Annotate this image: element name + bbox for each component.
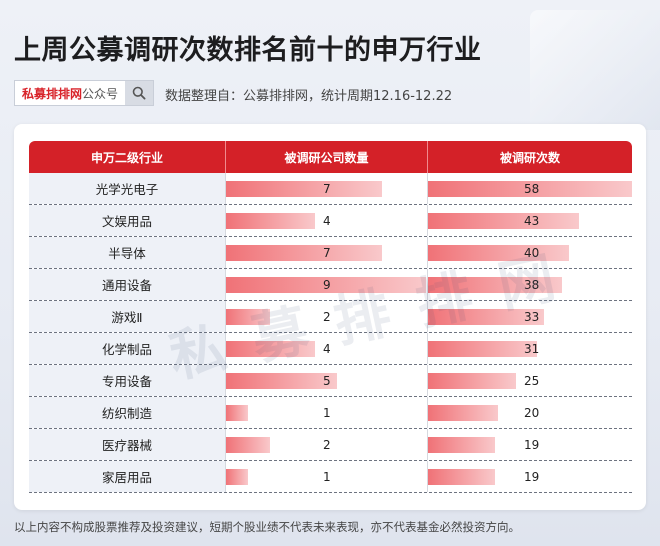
industry-name: 文娱用品 xyxy=(29,205,225,236)
source-note: 数据整理自：公募排排网，统计周期12.16-12.22 xyxy=(165,89,453,104)
visits-bar xyxy=(428,181,632,197)
table-row: 通用设备 9 38 xyxy=(29,269,632,301)
table-body: 光学光电子 7 58 文娱用品 4 43 半导体 7 40 通用设备 9 38 游戏Ⅱ 2 33 化学制品 4 3… xyxy=(29,173,632,493)
industry-name: 纺织制造 xyxy=(29,397,225,428)
visits-value: 19 xyxy=(524,438,540,452)
table-row: 纺织制造 1 20 xyxy=(29,397,632,429)
visits-bar xyxy=(428,213,579,229)
industry-name: 游戏Ⅱ xyxy=(29,301,225,332)
table-row: 化学制品 4 31 xyxy=(29,333,632,365)
disclaimer: 以上内容不构成股票推荐及投资建议，短期个股业绩不代表未来表现，亦不代表基金必然投… xyxy=(14,520,520,534)
visits-value: 33 xyxy=(524,310,540,324)
column-header-industry: 申万二级行业 xyxy=(90,150,163,165)
companies-cell: 1 xyxy=(225,397,427,428)
visits-cell: 58 xyxy=(427,173,632,204)
visits-bar xyxy=(428,405,498,421)
companies-value: 5 xyxy=(323,374,331,388)
background-decoration xyxy=(530,10,660,130)
table-row: 文娱用品 4 43 xyxy=(29,205,632,237)
table-row: 半导体 7 40 xyxy=(29,237,632,269)
visits-cell: 19 xyxy=(427,461,632,492)
companies-bar xyxy=(226,277,426,293)
industry-name: 光学光电子 xyxy=(29,173,225,204)
table-row: 专用设备 5 25 xyxy=(29,365,632,397)
brand-suffix: 公众号 xyxy=(82,86,119,101)
visits-bar xyxy=(428,469,495,485)
companies-bar xyxy=(226,405,248,421)
companies-cell: 5 xyxy=(225,365,427,396)
companies-bar xyxy=(226,245,382,261)
companies-bar xyxy=(226,373,337,389)
companies-bar xyxy=(226,341,315,357)
brand-search-box[interactable]: 私募排排网公众号 xyxy=(14,80,154,106)
search-icon[interactable] xyxy=(125,81,153,105)
companies-cell: 2 xyxy=(225,301,427,332)
visits-value: 38 xyxy=(524,278,540,292)
visits-value: 31 xyxy=(524,342,540,356)
companies-cell: 4 xyxy=(225,205,427,236)
visits-cell: 43 xyxy=(427,205,632,236)
table-row: 家居用品 1 19 xyxy=(29,461,632,493)
table-header: 申万二级行业 被调研公司数量 被调研次数 xyxy=(29,141,632,173)
visits-cell: 40 xyxy=(427,237,632,268)
table-row: 医疗器械 2 19 xyxy=(29,429,632,461)
companies-value: 1 xyxy=(323,470,331,484)
companies-cell: 7 xyxy=(225,237,427,268)
visits-cell: 20 xyxy=(427,397,632,428)
visits-bar xyxy=(428,341,537,357)
visits-value: 20 xyxy=(524,406,540,420)
visits-value: 19 xyxy=(524,470,540,484)
companies-value: 1 xyxy=(323,406,331,420)
companies-cell: 9 xyxy=(225,269,427,300)
visits-cell: 38 xyxy=(427,269,632,300)
companies-bar xyxy=(226,309,270,325)
visits-cell: 31 xyxy=(427,333,632,364)
column-header-companies: 被调研公司数量 xyxy=(225,141,427,173)
companies-cell: 2 xyxy=(225,429,427,460)
table-card: 申万二级行业 被调研公司数量 被调研次数 光学光电子 7 58 文娱用品 4 43 半导体 7… xyxy=(14,124,646,510)
visits-value: 43 xyxy=(524,214,540,228)
companies-value: 9 xyxy=(323,278,331,292)
visits-value: 58 xyxy=(524,182,540,196)
visits-bar xyxy=(428,373,516,389)
companies-bar xyxy=(226,181,382,197)
brand-name: 私募排排网 xyxy=(22,86,83,101)
visits-value: 25 xyxy=(524,374,540,388)
column-header-visits: 被调研次数 xyxy=(427,141,632,173)
table-row: 游戏Ⅱ 2 33 xyxy=(29,301,632,333)
visits-bar xyxy=(428,437,495,453)
companies-bar xyxy=(226,469,248,485)
table-row: 光学光电子 7 58 xyxy=(29,173,632,205)
companies-value: 7 xyxy=(323,182,331,196)
companies-bar xyxy=(226,437,270,453)
companies-cell: 4 xyxy=(225,333,427,364)
companies-value: 2 xyxy=(323,438,331,452)
industry-name: 医疗器械 xyxy=(29,429,225,460)
industry-name: 家居用品 xyxy=(29,461,225,492)
page-title: 上周公募调研次数排名前十的申万行业 xyxy=(14,35,482,66)
visits-cell: 19 xyxy=(427,429,632,460)
companies-bar xyxy=(226,213,315,229)
companies-value: 7 xyxy=(323,246,331,260)
ranking-table: 申万二级行业 被调研公司数量 被调研次数 光学光电子 7 58 文娱用品 4 43 半导体 7… xyxy=(29,141,632,493)
visits-cell: 25 xyxy=(427,365,632,396)
industry-name: 通用设备 xyxy=(29,269,225,300)
visits-bar xyxy=(428,277,562,293)
companies-value: 2 xyxy=(323,310,331,324)
visits-cell: 33 xyxy=(427,301,632,332)
companies-cell: 1 xyxy=(225,461,427,492)
industry-name: 专用设备 xyxy=(29,365,225,396)
visits-bar xyxy=(428,309,544,325)
industry-name: 半导体 xyxy=(29,237,225,268)
visits-bar xyxy=(428,245,569,261)
industry-name: 化学制品 xyxy=(29,333,225,364)
companies-cell: 7 xyxy=(225,173,427,204)
visits-value: 40 xyxy=(524,246,540,260)
companies-value: 4 xyxy=(323,342,331,356)
companies-value: 4 xyxy=(323,214,331,228)
